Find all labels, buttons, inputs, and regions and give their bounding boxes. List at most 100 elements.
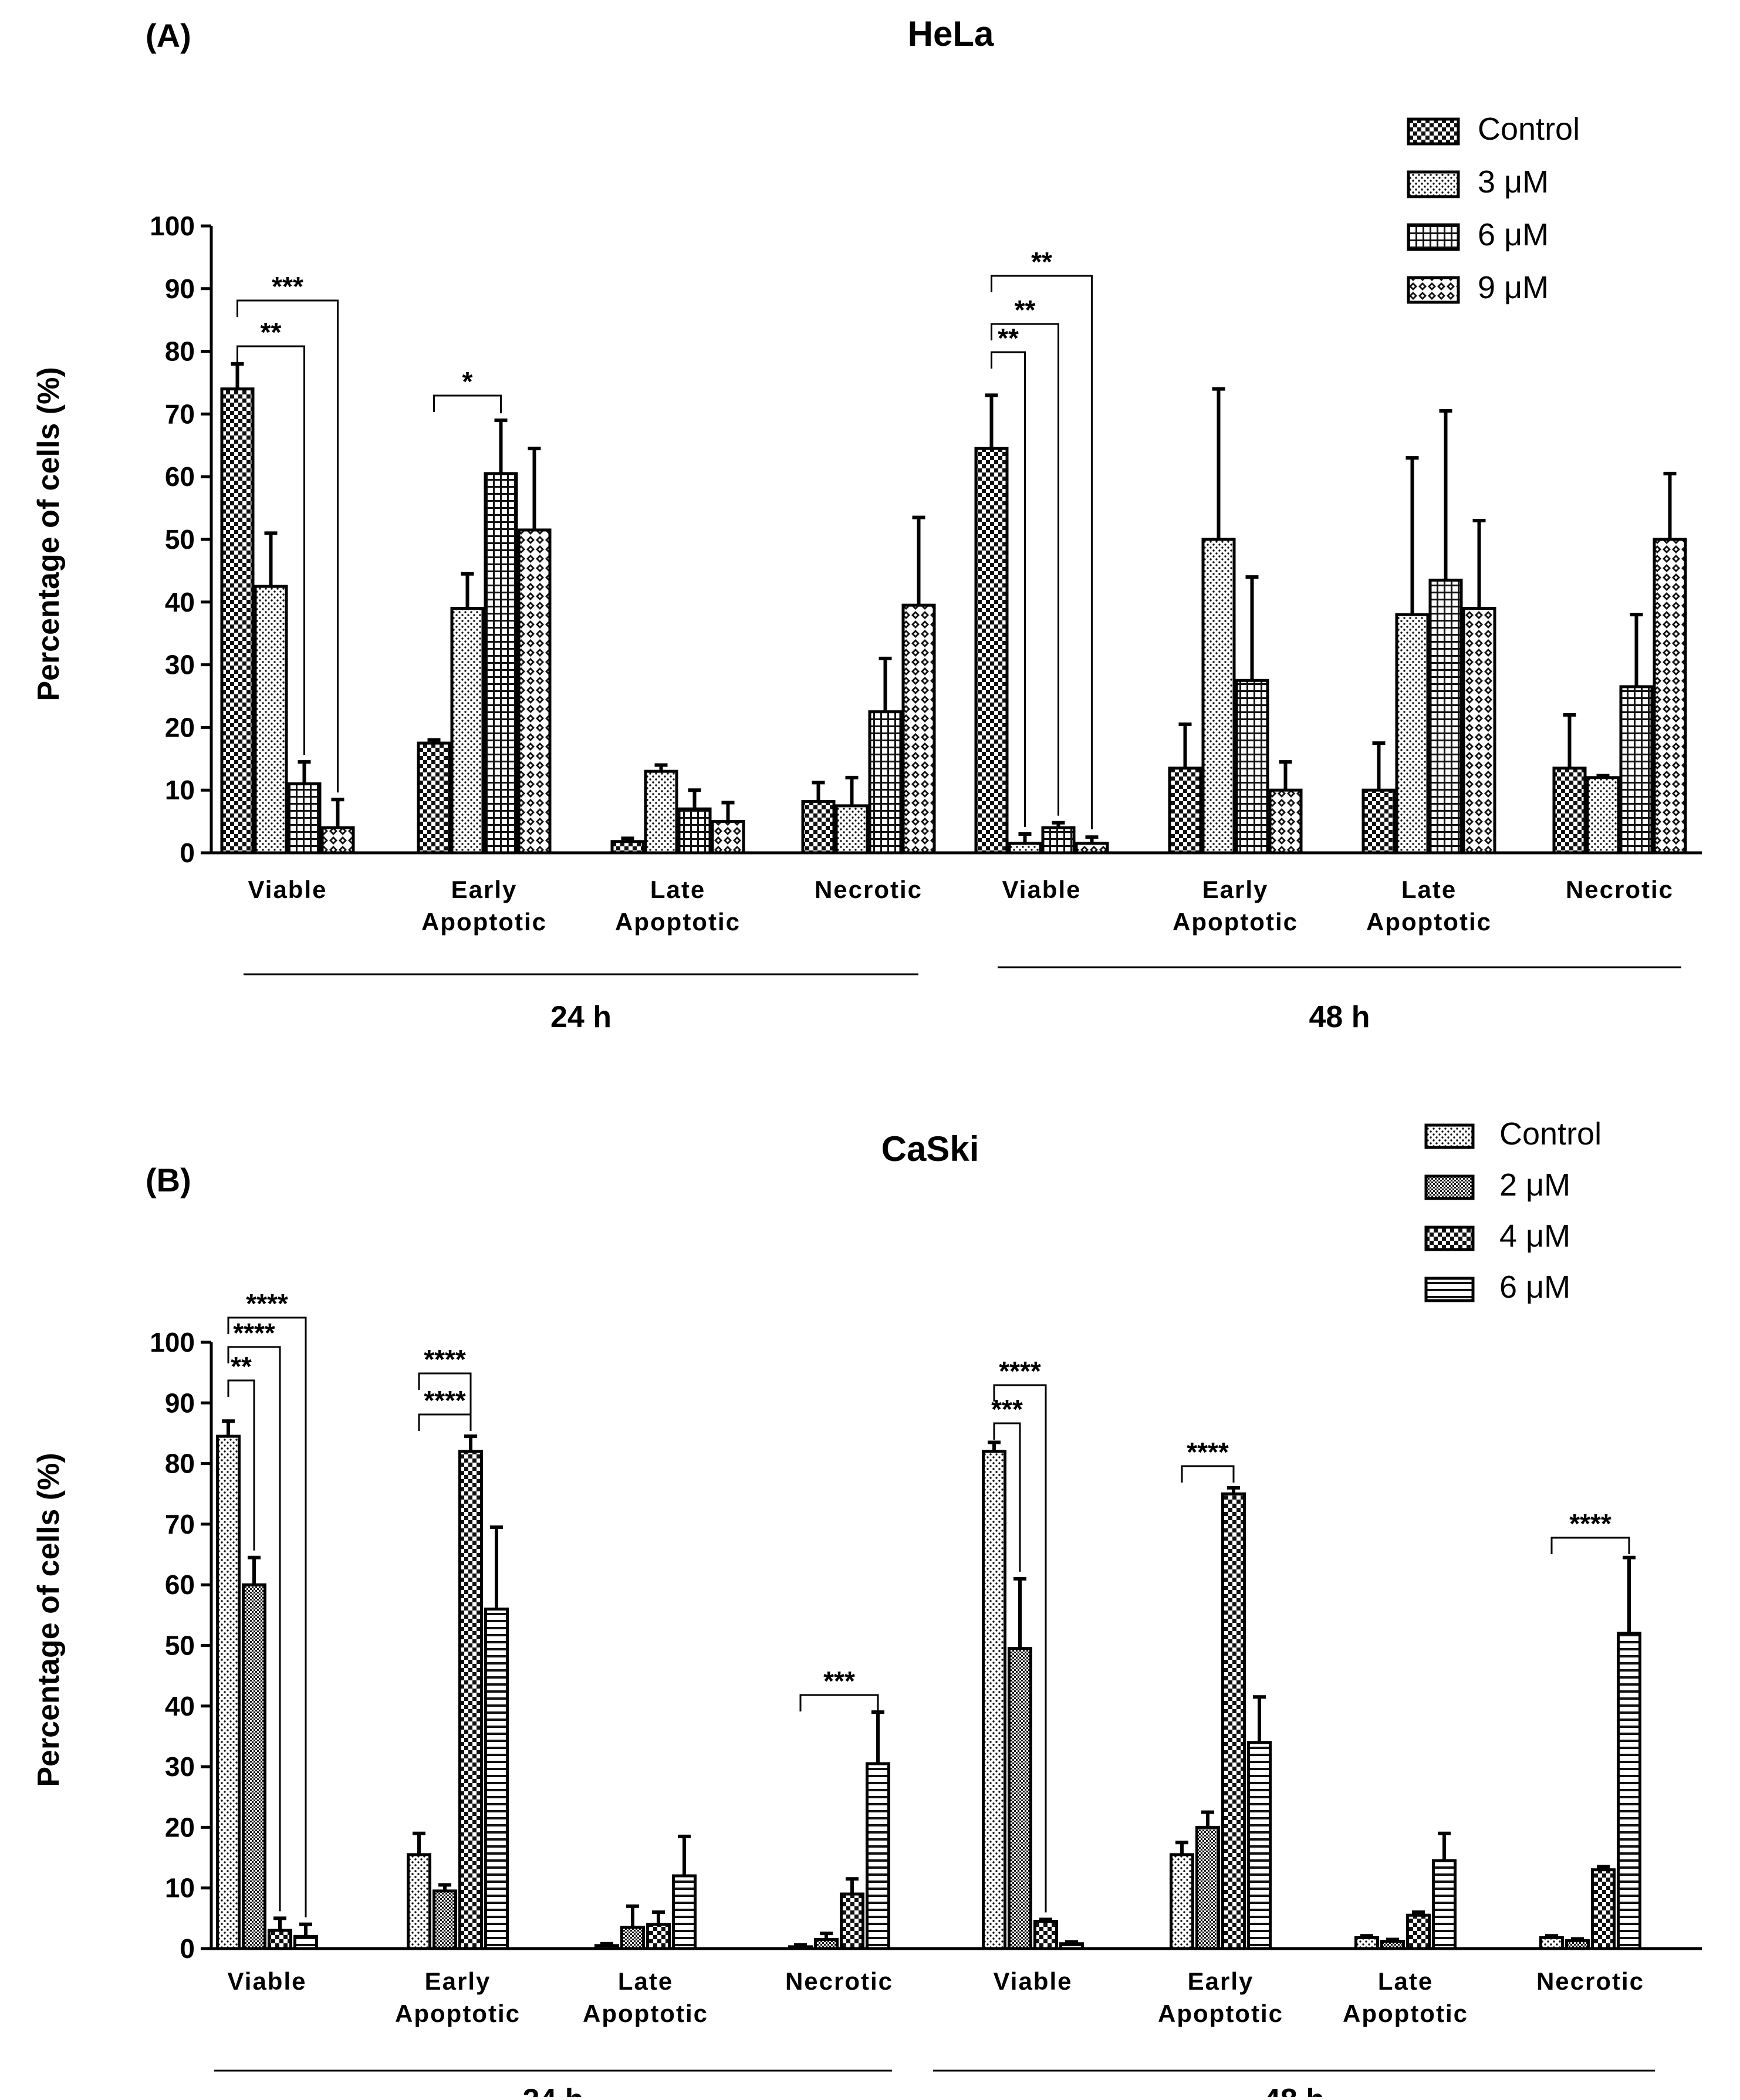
panel-b-bar xyxy=(1406,1913,1431,1950)
panel-a-bar xyxy=(1201,538,1236,855)
panel-a-bar xyxy=(254,585,288,855)
panel-a-bar xyxy=(1168,767,1202,855)
panel-b-title: CaSki xyxy=(881,1129,979,1169)
panel-b-bar xyxy=(1008,1647,1032,1950)
panel-b-bar xyxy=(1591,1868,1616,1950)
panel-a-category-label: Necrotic xyxy=(1566,876,1674,903)
panel-a-y-tick-label: 100 xyxy=(150,211,195,241)
panel-b-significance-label: **** xyxy=(233,1318,275,1348)
panel-b-bar xyxy=(814,1938,839,1950)
panel-a-bar xyxy=(677,807,712,855)
panel-b-bar xyxy=(672,1874,697,1950)
panel-b-bar xyxy=(840,1892,864,1950)
panel-a-y-tick-label: 20 xyxy=(165,712,195,742)
panel-b-significance-bracket xyxy=(799,1694,879,1711)
panel-b-significance-label: ** xyxy=(231,1351,252,1382)
panel-a-label: (A) xyxy=(146,17,191,54)
panel-b-significance-bracket xyxy=(227,1379,255,1551)
panel-a-category-label: Early Apoptotic xyxy=(421,876,547,936)
panel-a-bar xyxy=(1008,842,1042,855)
panel-b-bar xyxy=(293,1934,318,1950)
panel-a-group-label: 48 h xyxy=(1309,1000,1370,1034)
panel-b-y-tick-label: 100 xyxy=(150,1327,195,1358)
panel-a-bar xyxy=(711,820,745,855)
panel-b-y-tick-label: 50 xyxy=(165,1630,195,1661)
panel-b-plot: 0 10 20 30 40 50 60 70 80 90 100 Viable Early Apoptot… xyxy=(150,1116,1702,2100)
panel-b-y-tick-label: 80 xyxy=(165,1449,195,1479)
panel-a-bar xyxy=(1552,767,1587,855)
panel-a-title: HeLa xyxy=(908,14,994,53)
panel-a-significance-label: ** xyxy=(998,323,1019,353)
panel-b-bar xyxy=(1432,1859,1457,1950)
panel-b-y-tick-label: 70 xyxy=(165,1509,195,1539)
panel-a-bar xyxy=(517,528,552,855)
panel-a-significance-label: ** xyxy=(1015,295,1036,325)
panel-a-bar xyxy=(644,769,678,855)
panel-a-bar xyxy=(610,840,645,855)
panel-b-legend-swatch xyxy=(1424,1174,1475,1200)
panel-b-bar xyxy=(458,1450,483,1950)
panel-a-significance-label: * xyxy=(462,366,473,397)
panel-a-bar xyxy=(1075,842,1109,855)
panel-a-bar xyxy=(320,826,355,855)
panel-b-bar xyxy=(1539,1936,1564,1950)
panel-a-bar xyxy=(287,782,322,855)
panel-a-y-tick-label: 70 xyxy=(165,399,195,429)
panel-a-significance-bracket xyxy=(236,299,339,793)
panel-b-legend-swatch xyxy=(1424,1123,1475,1149)
panel-b-bar xyxy=(1059,1942,1084,1950)
panel-b-group-label: 24 h xyxy=(522,2083,583,2097)
panel-a-legend-swatch xyxy=(1407,170,1460,198)
panel-a-category-label: Early Apoptotic xyxy=(1173,876,1298,936)
panel-a-bar xyxy=(1235,678,1269,855)
panel-b-category-label: Viable xyxy=(228,1967,307,1995)
panel-b-significance-label: **** xyxy=(424,1385,466,1416)
panel-b-bar xyxy=(216,1434,241,1950)
panel-b-bar xyxy=(1380,1940,1405,1950)
panel-a-y-axis-label: Percentage of cells (%) xyxy=(32,367,66,701)
panel-b-legend-label: 4 μM xyxy=(1499,1218,1570,1254)
panel-b-y-tick-label: 10 xyxy=(165,1873,195,1903)
panel-b-bar xyxy=(484,1608,509,1950)
panel-a-legend: Control 3 μM 6 μM 9 μM xyxy=(1407,112,1580,305)
panel-a-legend-label: 9 μM xyxy=(1478,270,1549,305)
panel-b-significance-bracket xyxy=(993,1422,1021,1572)
panel-a-bar xyxy=(974,447,1009,855)
panel-b-legend-label: Control xyxy=(1499,1116,1602,1152)
panel-b-bar xyxy=(982,1450,1006,1950)
panel-a-category-label: Viable xyxy=(248,876,327,903)
panel-a-legend-label: Control xyxy=(1478,112,1580,147)
panel-b-category-label: Early Apoptotic xyxy=(395,1967,521,2027)
panel-b-bar xyxy=(1195,1825,1220,1950)
panel-b-significance-label: **** xyxy=(1187,1437,1229,1467)
panel-b-y-tick-label: 40 xyxy=(165,1691,195,1721)
panel-a-significance-label: ** xyxy=(261,317,282,347)
panel-a-category-label: Viable xyxy=(1002,876,1082,903)
panel-b-category-label: Late Apoptotic xyxy=(583,1967,708,2027)
panel-b-bar xyxy=(407,1853,431,1950)
panel-b-legend-swatch xyxy=(1424,1277,1475,1302)
panel-a-significance-label: ** xyxy=(1031,247,1052,277)
panel-a-bar xyxy=(450,606,485,855)
panel-a-significance-bracket xyxy=(433,394,502,414)
panel-a-y-tick-label: 80 xyxy=(165,336,195,367)
panel-b-bar xyxy=(866,1762,890,1950)
panel-a-bar xyxy=(1586,776,1620,855)
panel-b-significance-bracket xyxy=(993,1384,1047,1913)
panel-a-category-label: Late Apoptotic xyxy=(615,876,741,936)
panel-a-bar xyxy=(220,387,255,855)
panel-b-bar xyxy=(646,1923,671,1950)
panel-b-bar xyxy=(1247,1741,1272,1950)
panel-a-significance-bracket xyxy=(991,351,1026,827)
panel-b-y-tick-label: 90 xyxy=(165,1387,195,1418)
panel-a-category-label: Late Apoptotic xyxy=(1366,876,1492,936)
panel-a-y-tick-label: 50 xyxy=(165,524,195,555)
panel-a-significance-label: *** xyxy=(272,271,303,302)
panel-a-bar xyxy=(1428,578,1463,855)
panel-b-significance-bracket xyxy=(227,1346,281,1912)
panel-a-legend-label: 6 μM xyxy=(1478,217,1549,252)
panel-a-y-tick-label: 0 xyxy=(180,838,195,868)
panel-b-significance-label: *** xyxy=(991,1394,1023,1424)
